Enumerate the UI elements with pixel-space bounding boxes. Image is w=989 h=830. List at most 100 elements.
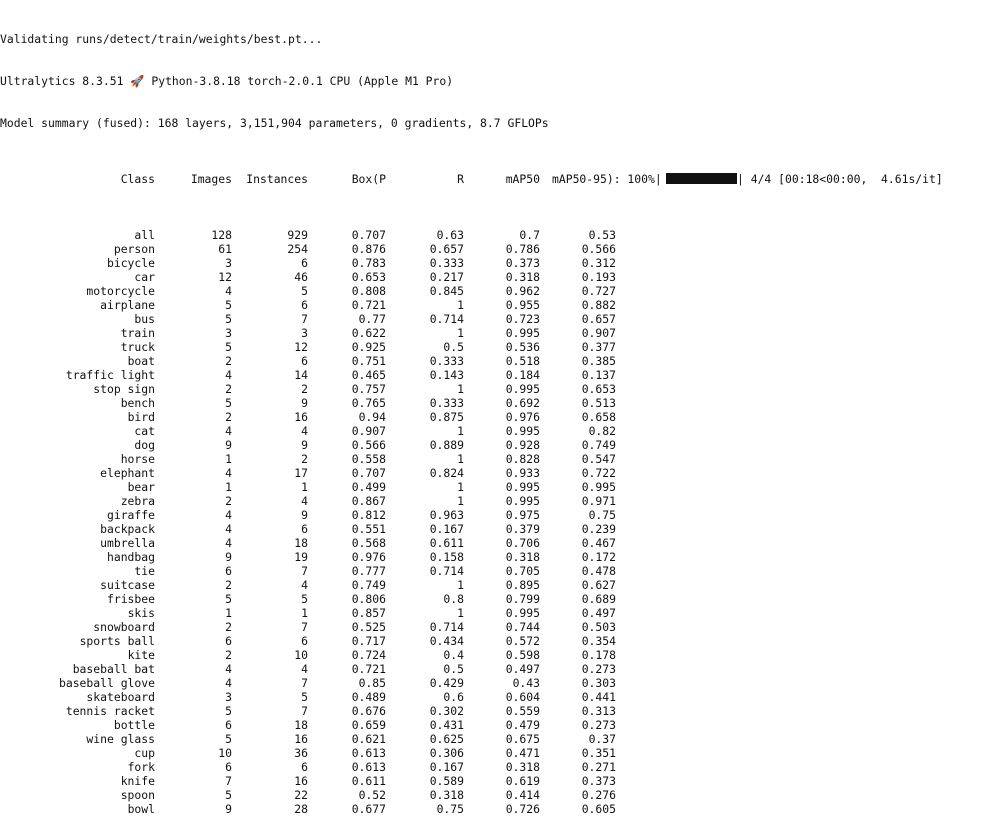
table-row: cat 4 4 0.907 1 0.995 0.82 <box>0 424 989 438</box>
cell-instances: 2 <box>301 452 308 466</box>
cell-map50: 0.995 <box>505 606 540 620</box>
table-row: baseball glove 4 7 0.85 0.429 0.43 0.303 <box>0 676 989 690</box>
table-row: bench 5 9 0.765 0.333 0.692 0.513 <box>0 396 989 410</box>
cell-images: 2 <box>225 354 232 368</box>
cell-map50: 0.518 <box>505 354 540 368</box>
cell-box-p: 0.653 <box>351 270 386 284</box>
cell-r: 0.302 <box>429 704 464 718</box>
cell-r: 1 <box>457 424 464 438</box>
table-row: spoon 5 22 0.52 0.318 0.414 0.276 <box>0 788 989 802</box>
cell-class: zebra <box>120 494 155 508</box>
cell-r: 0.429 <box>429 676 464 690</box>
cell-map50-95: 0.373 <box>581 774 616 788</box>
cell-r: 0.75 <box>436 802 464 816</box>
table-row: person 61 254 0.876 0.657 0.786 0.566 <box>0 242 989 256</box>
table-row: suitcase 2 4 0.749 1 0.895 0.627 <box>0 578 989 592</box>
cell-map50: 0.933 <box>505 466 540 480</box>
cell-r: 0.889 <box>429 438 464 452</box>
cell-map50-95: 0.907 <box>581 326 616 340</box>
cell-r: 0.657 <box>429 242 464 256</box>
cell-map50: 0.995 <box>505 424 540 438</box>
cell-images: 2 <box>225 578 232 592</box>
terminal-output: Validating runs/detect/train/weights/bes… <box>0 4 989 830</box>
cell-r: 1 <box>457 606 464 620</box>
cell-box-p: 0.976 <box>351 550 386 564</box>
cell-r: 1 <box>457 326 464 340</box>
cell-instances: 16 <box>294 410 308 424</box>
cell-map50: 0.995 <box>505 494 540 508</box>
cell-map50-95: 0.995 <box>581 480 616 494</box>
cell-class: baseball bat <box>72 662 155 676</box>
cell-map50-95: 0.377 <box>581 340 616 354</box>
cell-box-p: 0.707 <box>351 228 386 242</box>
cell-map50-95: 0.273 <box>581 662 616 676</box>
cell-images: 4 <box>225 368 232 382</box>
cell-images: 4 <box>225 284 232 298</box>
cell-class: kite <box>127 648 155 662</box>
cell-box-p: 0.765 <box>351 396 386 410</box>
cell-box-p: 0.622 <box>351 326 386 340</box>
table-row: wine glass 5 16 0.621 0.625 0.675 0.37 <box>0 732 989 746</box>
cell-images: 9 <box>225 802 232 816</box>
cell-box-p: 0.721 <box>351 298 386 312</box>
table-row: all 128 929 0.707 0.63 0.7 0.53 <box>0 228 989 242</box>
cell-class: truck <box>120 340 155 354</box>
table-row: snowboard 2 7 0.525 0.714 0.744 0.503 <box>0 620 989 634</box>
cell-r: 0.217 <box>429 270 464 284</box>
cell-images: 5 <box>225 298 232 312</box>
cell-class: elephant <box>100 466 155 480</box>
cell-map50: 0.373 <box>505 256 540 270</box>
cell-images: 9 <box>225 438 232 452</box>
cell-class: giraffe <box>106 508 155 522</box>
progress-bar-fill <box>666 173 737 184</box>
header-instances: Instances <box>246 172 308 186</box>
cell-box-p: 0.707 <box>351 466 386 480</box>
cell-box-p: 0.857 <box>351 606 386 620</box>
cell-images: 5 <box>225 592 232 606</box>
cell-map50-95: 0.749 <box>581 438 616 452</box>
cell-images: 3 <box>225 256 232 270</box>
table-row: umbrella 4 18 0.568 0.611 0.706 0.467 <box>0 536 989 550</box>
table-row: cup 10 36 0.613 0.306 0.471 0.351 <box>0 746 989 760</box>
cell-images: 2 <box>225 620 232 634</box>
cell-map50: 0.604 <box>505 690 540 704</box>
table-row: horse 1 2 0.558 1 0.828 0.547 <box>0 452 989 466</box>
cell-images: 1 <box>225 606 232 620</box>
cell-instances: 22 <box>294 788 308 802</box>
cell-box-p: 0.568 <box>351 536 386 550</box>
cell-r: 0.714 <box>429 312 464 326</box>
cell-class: snowboard <box>93 620 155 634</box>
cell-r: 0.714 <box>429 620 464 634</box>
cell-images: 12 <box>218 270 232 284</box>
header-r: R <box>457 172 464 186</box>
cell-class: backpack <box>100 522 155 536</box>
cell-instances: 3 <box>301 326 308 340</box>
cell-map50: 0.43 <box>512 676 540 690</box>
cell-map50-95: 0.882 <box>581 298 616 312</box>
cell-instances: 18 <box>294 718 308 732</box>
table-row: bowl 9 28 0.677 0.75 0.726 0.605 <box>0 802 989 816</box>
cell-class: bird <box>127 410 155 424</box>
cell-class: airplane <box>100 298 155 312</box>
cell-box-p: 0.925 <box>351 340 386 354</box>
cell-box-p: 0.907 <box>351 424 386 438</box>
cell-map50: 0.318 <box>505 270 540 284</box>
cell-instances: 7 <box>301 676 308 690</box>
cell-instances: 9 <box>301 438 308 452</box>
cell-r: 0.824 <box>429 466 464 480</box>
cell-r: 1 <box>457 480 464 494</box>
cell-r: 0.8 <box>443 592 464 606</box>
cell-box-p: 0.777 <box>351 564 386 578</box>
cell-images: 1 <box>225 452 232 466</box>
rocket-icon: 🚀 <box>130 74 145 88</box>
cell-r: 1 <box>457 452 464 466</box>
cell-map50-95: 0.513 <box>581 396 616 410</box>
cell-r: 0.611 <box>429 536 464 550</box>
progress-status: | 4/4 [00:18<00:00, 4.61s/it] <box>737 172 943 186</box>
cell-images: 1 <box>225 480 232 494</box>
cell-box-p: 0.52 <box>358 788 386 802</box>
version-line: Ultralytics 8.3.51 🚀 Python-3.8.18 torch… <box>0 74 989 88</box>
cell-class: car <box>134 270 155 284</box>
cell-instances: 5 <box>301 690 308 704</box>
cell-map50-95: 0.658 <box>581 410 616 424</box>
